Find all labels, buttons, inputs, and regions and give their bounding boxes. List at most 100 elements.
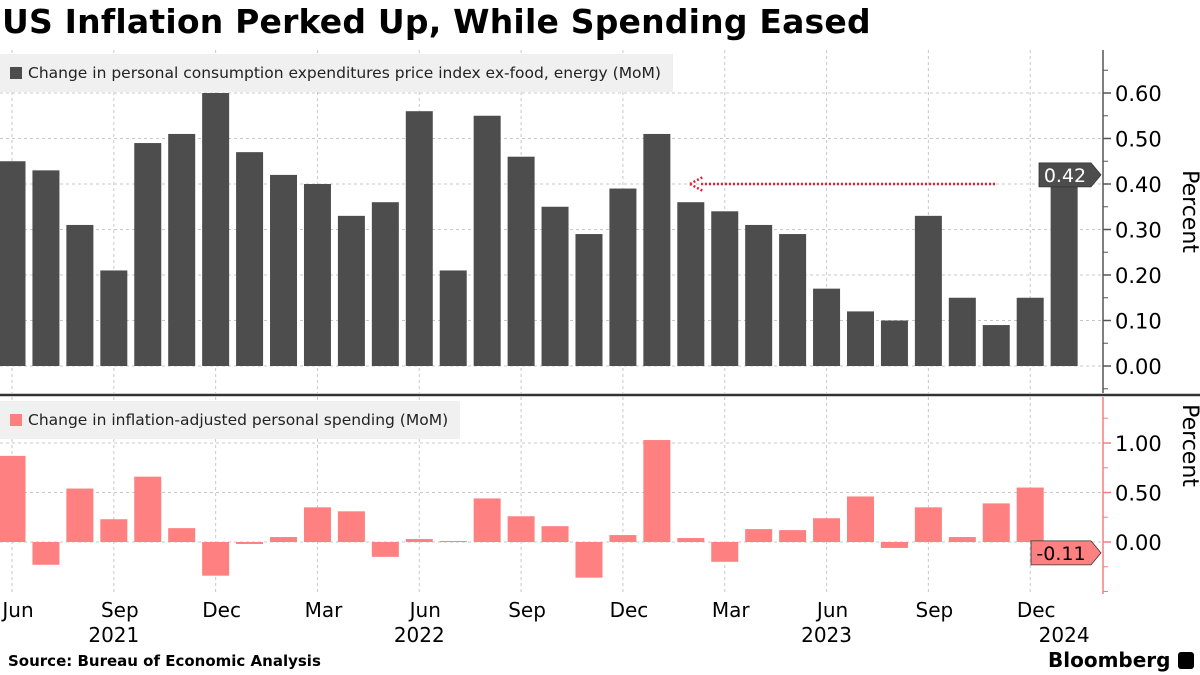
last-value-label: 0.42 — [1044, 165, 1086, 187]
bar-core-pce — [405, 111, 433, 366]
bar-spending — [779, 530, 807, 542]
bar-spending — [880, 542, 908, 548]
bar-core-pce — [847, 311, 874, 366]
legend-bottom: Change in inflation-adjusted personal sp… — [0, 401, 461, 439]
y-axis-label: Percent — [1177, 404, 1200, 487]
bar-core-pce — [914, 215, 942, 366]
bar-spending — [575, 542, 603, 578]
bloomberg-logo-icon — [1178, 652, 1194, 669]
bar-spending — [168, 528, 196, 542]
bar-core-pce — [439, 270, 467, 366]
x-tick-label-month: Dec — [1017, 598, 1056, 622]
bar-spending — [236, 542, 264, 544]
y-tick-label: 0.00 — [1115, 531, 1162, 555]
y-tick-label: 0.60 — [1115, 82, 1162, 106]
bar-core-pce — [202, 93, 230, 366]
y-tick-label: 0.10 — [1115, 310, 1162, 334]
y-tick-label: 0.20 — [1115, 264, 1162, 288]
bar-core-pce — [948, 297, 976, 366]
bar-core-pce — [711, 211, 739, 366]
x-tick-label-month: Jun — [0, 598, 33, 622]
bar-spending — [100, 519, 128, 542]
bar-core-pce — [32, 170, 60, 366]
bar-core-pce — [134, 143, 162, 366]
legend-top: Change in personal consumption expenditu… — [0, 54, 673, 92]
x-tick-label-month: Dec — [610, 598, 649, 622]
x-tick-label-month: Sep — [101, 598, 139, 622]
bar-spending — [134, 476, 162, 542]
bar-core-pce — [813, 288, 841, 366]
x-tick-label-year: 2023 — [801, 623, 852, 647]
bar-spending — [371, 542, 399, 557]
bar-core-pce — [1016, 297, 1044, 366]
x-tick-label-year: 2022 — [394, 623, 445, 647]
bar-core-pce — [371, 202, 399, 366]
legend-swatch-top — [10, 67, 22, 79]
bar-spending — [847, 496, 874, 542]
y-tick-label: 0.40 — [1115, 173, 1162, 197]
bar-core-pce — [0, 161, 26, 366]
bar-spending — [711, 542, 739, 562]
bar-spending — [609, 535, 637, 542]
last-value-tag — [1030, 540, 1102, 566]
bar-spending — [303, 507, 331, 542]
bar-spending — [270, 537, 298, 542]
y-axis-label: Percent — [1177, 170, 1200, 253]
bloomberg-logo: Bloomberg — [1048, 648, 1171, 672]
y-tick-label: 1.00 — [1115, 432, 1162, 456]
bar-spending — [439, 541, 467, 543]
bar-core-pce — [745, 224, 773, 366]
bar-core-pce — [100, 270, 128, 366]
bar-core-pce — [643, 133, 671, 366]
bar-core-pce — [575, 234, 603, 366]
bar-spending — [405, 539, 433, 542]
y-tick-label: 0.00 — [1115, 355, 1162, 379]
legend-label-top: Change in personal consumption expenditu… — [28, 64, 661, 82]
bar-spending — [948, 537, 976, 542]
y-tick-label: 0.30 — [1115, 219, 1162, 243]
x-tick-label-year: 2024 — [1039, 623, 1090, 647]
x-tick-label-month: Jun — [815, 598, 848, 622]
bar-spending — [32, 542, 60, 565]
bar-spending — [813, 518, 841, 542]
bar-core-pce — [541, 206, 569, 366]
bar-spending — [541, 526, 569, 542]
bar-core-pce — [337, 215, 365, 366]
last-value-tag — [1038, 162, 1102, 188]
bar-spending — [202, 542, 230, 576]
bar-spending — [914, 507, 942, 542]
bar-spending — [0, 455, 26, 542]
bar-core-pce — [473, 115, 501, 366]
bar-spending — [66, 488, 94, 542]
bar-spending — [1016, 487, 1044, 542]
y-tick-label: 0.50 — [1115, 482, 1162, 506]
x-tick-label-month: Dec — [202, 598, 241, 622]
legend-swatch-bottom — [10, 414, 22, 426]
last-value-label: -0.11 — [1036, 543, 1085, 565]
x-tick-label-month: Mar — [305, 598, 344, 622]
y-tick-label: 0.50 — [1115, 128, 1162, 152]
bar-core-pce — [507, 156, 535, 366]
bar-core-pce — [66, 224, 94, 366]
bar-core-pce — [609, 188, 637, 366]
bar-spending — [337, 511, 365, 542]
bar-spending — [473, 498, 501, 542]
bar-core-pce — [303, 184, 331, 366]
x-tick-label-month: Sep — [508, 598, 546, 622]
bar-spending — [507, 516, 535, 542]
x-tick-label-month: Sep — [916, 598, 954, 622]
bar-core-pce — [880, 320, 908, 366]
x-tick-label-month: Jun — [408, 598, 441, 622]
bar-spending — [982, 503, 1010, 542]
bar-core-pce — [168, 133, 196, 366]
bar-spending — [745, 529, 773, 542]
x-tick-label-month: Mar — [712, 598, 751, 622]
bar-core-pce — [236, 152, 264, 366]
bar-spending — [643, 440, 671, 542]
annotation-arrowhead-icon — [689, 175, 704, 193]
source-note: Source: Bureau of Economic Analysis — [8, 652, 321, 670]
x-tick-label-year: 2021 — [88, 623, 139, 647]
chart-title: US Inflation Perked Up, While Spending E… — [2, 2, 871, 41]
